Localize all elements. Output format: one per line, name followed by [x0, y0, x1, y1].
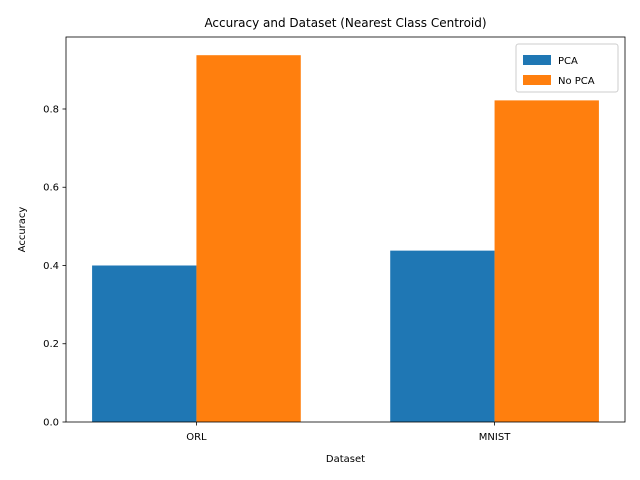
bar-no-pca-mnist [494, 100, 599, 422]
legend-swatch [523, 75, 551, 85]
chart-title: Accuracy and Dataset (Nearest Class Cent… [204, 16, 486, 30]
x-tick-label: ORL [186, 432, 207, 443]
y-tick-label: 0.8 [43, 104, 59, 115]
bar-no-pca-orl [196, 55, 301, 422]
y-tick-label: 0.2 [43, 339, 59, 350]
bar-pca-mnist [390, 250, 495, 422]
legend-swatch [523, 55, 551, 65]
axes [65, 36, 626, 423]
bar-pca-orl [92, 265, 197, 422]
x-tick-label: MNIST [479, 432, 511, 443]
bars [92, 55, 599, 422]
y-tick-label: 0.0 [43, 418, 59, 429]
y-tick-label: 0.6 [43, 183, 59, 194]
legend-label: No PCA [558, 76, 595, 87]
ticks: 0.0 0.2 0.4 0.6 0.8 ORL MNIST [43, 104, 511, 443]
plot-frame [65, 36, 626, 423]
y-tick-label: 0.4 [43, 261, 59, 272]
y-axis-label: Accuracy [17, 207, 28, 253]
legend: PCA No PCA [515, 43, 619, 93]
legend-label: PCA [558, 56, 578, 67]
x-axis-label: Dataset [326, 454, 365, 465]
